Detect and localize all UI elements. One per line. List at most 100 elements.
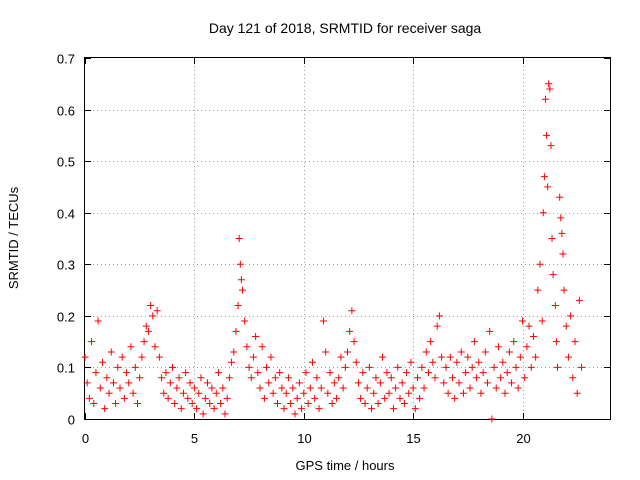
data-point [424,369,432,377]
x-tick-label: 15 [406,431,420,446]
data-point [127,343,135,351]
data-point [405,389,413,397]
data-point [289,384,297,392]
data-point [462,369,470,377]
data-point [171,400,179,408]
data-point [440,379,448,387]
data-point [173,384,181,392]
data-point [330,379,338,387]
data-point [559,250,567,258]
data-point [381,394,389,402]
data-point [136,374,144,382]
data-point [363,384,371,392]
data-point [387,374,395,382]
data-point [223,394,231,402]
data-point [372,374,380,382]
data-point [162,369,170,377]
data-point [169,363,176,371]
data-point [512,363,520,371]
y-tick-label: 0.4 [57,207,75,222]
data-point [446,353,454,361]
data-point [88,338,96,346]
data-point [468,363,476,371]
data-point [302,369,310,377]
data-points [81,80,586,423]
data-point [536,260,544,268]
y-axis-title: SRMTID / TECUs [6,186,21,289]
data-point [311,394,319,402]
x-tick-label: 10 [297,431,311,446]
data-point [99,358,106,366]
data-point [131,363,139,371]
data-point [457,348,465,356]
data-point [166,379,174,387]
data-point [444,389,452,397]
data-point [470,338,478,346]
data-point [265,379,273,387]
data-point [479,369,487,377]
data-point [188,400,196,408]
data-point [414,374,421,382]
data-point [352,358,360,366]
data-point [155,353,163,361]
data-point [466,384,474,392]
data-point [385,389,393,397]
data-point [293,394,301,402]
data-point [573,389,581,397]
data-point [548,235,556,242]
data-point [256,384,264,392]
data-point [186,379,194,387]
data-point [392,384,400,392]
data-point [376,379,384,387]
data-point [527,363,535,371]
data-point [567,312,575,320]
grid-lines [85,58,610,419]
data-point [547,142,555,150]
data-point [118,353,126,361]
x-tick-label: 5 [191,431,198,446]
data-point [407,358,415,366]
data-point [556,193,564,201]
data-point [354,379,362,387]
x-tick-label: 0 [82,431,89,446]
data-point [532,353,540,361]
data-point [503,369,511,377]
data-point [335,374,343,382]
data-point [287,400,295,408]
data-point [539,209,547,217]
data-point [339,384,347,392]
data-point [179,389,187,397]
data-point [235,235,243,242]
data-point [420,384,428,392]
data-point [177,405,185,413]
data-point [234,302,242,310]
data-point [271,374,279,382]
data-point [96,384,104,392]
data-point [516,353,524,361]
data-point [258,343,266,351]
data-point [322,348,330,356]
data-point [260,394,268,402]
x-axis-title: GPS time / hours [296,458,395,473]
data-point [134,400,141,408]
y-tick-label: 0 [68,413,75,428]
data-point [175,374,183,382]
data-point [481,348,489,356]
data-point [455,379,463,387]
data-point [494,343,502,351]
data-point [477,389,485,397]
data-point [182,369,190,377]
data-point [300,389,308,397]
data-point [558,229,566,237]
data-point [245,363,253,371]
y-tick-label: 0.1 [57,361,75,376]
x-tick-label: 20 [516,431,530,446]
data-point [398,379,406,387]
data-point [212,389,220,397]
data-point [514,384,522,392]
data-point [92,369,100,377]
data-point [263,363,271,371]
data-point [365,363,373,371]
data-point [237,276,245,284]
